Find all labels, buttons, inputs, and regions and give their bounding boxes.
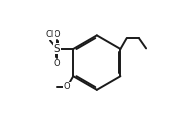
Text: O: O [54,59,60,68]
Text: S: S [54,44,60,54]
Text: Cl: Cl [46,30,54,39]
Text: O: O [54,30,60,39]
Text: O: O [64,82,70,91]
